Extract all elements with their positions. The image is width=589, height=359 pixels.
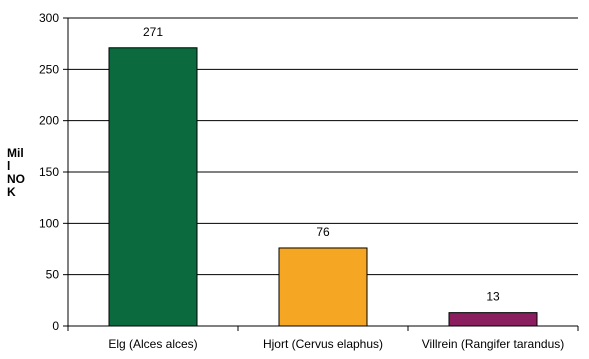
y-tick-label-0: 0: [52, 319, 59, 333]
y-tick-label-250: 250: [39, 62, 59, 76]
data-label-2: 13: [486, 290, 500, 304]
data-label-0: 271: [143, 25, 163, 39]
x-tick-label-0: Elg (Alces alces): [108, 337, 197, 351]
y-tick-label-100: 100: [39, 216, 59, 230]
y-axis-label-line-3: NO: [7, 172, 25, 186]
data-label-1: 76: [316, 225, 330, 239]
y-tick-label-150: 150: [39, 165, 59, 179]
y-tick-label-300: 300: [39, 11, 59, 25]
y-tick-label-200: 200: [39, 114, 59, 128]
x-tick-label-2: Villrein (Rangifer tarandus): [422, 337, 565, 351]
y-axis-label-line-2: l: [7, 159, 11, 173]
bar-2: [448, 312, 538, 327]
bar-0: [108, 47, 198, 327]
bar-1: [278, 247, 368, 327]
y-axis-label-line-1: Mil: [7, 146, 24, 160]
y-tick-label-50: 50: [46, 268, 60, 282]
x-tick-label-1: Hjort (Cervus elaphus): [263, 337, 383, 351]
y-axis-label-line-4: K: [7, 185, 16, 199]
